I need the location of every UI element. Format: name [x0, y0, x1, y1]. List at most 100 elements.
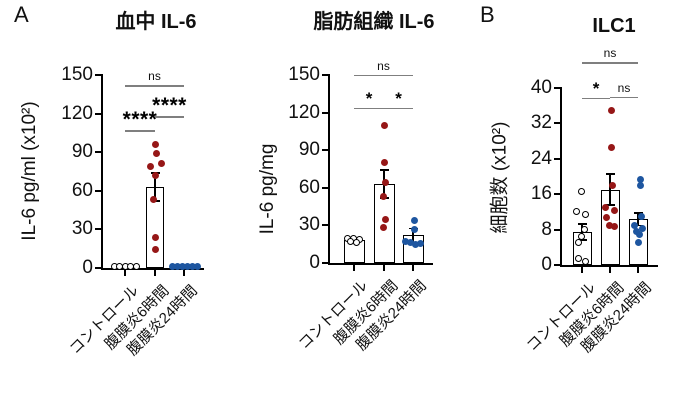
y-tick-label: 32	[530, 112, 552, 134]
y-tick	[95, 189, 101, 192]
data-point	[151, 233, 159, 241]
x-tick	[154, 270, 156, 276]
x-axis	[560, 265, 658, 267]
x-axis	[328, 263, 433, 265]
data-point	[580, 226, 588, 234]
x-tick	[383, 265, 385, 271]
data-point	[610, 207, 618, 215]
data-point	[149, 196, 157, 204]
data-point	[352, 238, 360, 246]
data-point	[379, 224, 387, 232]
sig-label: *	[365, 88, 373, 108]
sig-label: ns	[603, 46, 617, 61]
data-point	[151, 140, 159, 148]
chart-adipose-il6-title: 脂肪組織 IL-6	[313, 11, 435, 33]
data-point	[601, 203, 609, 211]
data-point	[406, 239, 414, 247]
data-point	[610, 222, 618, 230]
error-bar	[609, 174, 611, 206]
data-point	[151, 171, 159, 179]
y-tick-label: 90	[298, 139, 320, 161]
data-point	[151, 246, 159, 254]
data-point	[157, 160, 165, 168]
sig-line	[354, 107, 384, 109]
data-point	[183, 262, 191, 270]
data-point	[178, 263, 186, 271]
chart-blood-il6-title: 血中 IL-6	[115, 11, 197, 33]
x-tick	[353, 265, 355, 271]
y-tick	[554, 122, 560, 125]
data-point	[132, 263, 140, 271]
panel-b-label: B	[480, 2, 495, 27]
error-bar-cap-bottom	[605, 204, 615, 207]
y-tick	[322, 149, 328, 152]
data-point	[574, 239, 582, 247]
y-tick	[95, 151, 101, 154]
x-tick	[637, 267, 639, 273]
y-tick-label: 60	[298, 176, 320, 198]
x-tick	[581, 267, 583, 273]
data-point	[380, 121, 388, 129]
sig-line	[582, 62, 638, 64]
data-point	[572, 208, 580, 216]
y-tick	[322, 262, 328, 264]
data-point	[411, 240, 419, 248]
data-point	[168, 263, 176, 271]
chart-ilc1-title: ILC1	[592, 15, 636, 37]
y-tick	[554, 264, 560, 266]
data-point	[188, 263, 196, 271]
y-tick	[95, 74, 101, 76]
data-point	[581, 210, 589, 218]
y-tick	[322, 74, 328, 76]
sig-line	[155, 116, 184, 118]
y-tick	[95, 267, 101, 269]
y-tick	[554, 193, 560, 196]
x-tick	[183, 270, 185, 276]
y-tick	[95, 112, 101, 115]
y-tick-label: 120	[61, 102, 93, 124]
data-point	[193, 263, 201, 271]
x-axis	[101, 268, 204, 270]
y-tick-label: 150	[288, 64, 320, 85]
sig-label: ns	[377, 59, 390, 73]
data-point	[410, 225, 418, 233]
data-point	[577, 188, 585, 196]
data-point	[379, 193, 387, 201]
data-point	[381, 179, 389, 187]
x-tick	[412, 265, 414, 271]
sig-label: ns	[148, 69, 161, 84]
error-bar-cap-top	[379, 169, 389, 172]
sig-label: ****	[152, 94, 187, 118]
error-bar-cap-top	[577, 223, 587, 225]
y-tick	[554, 157, 560, 160]
y-tick-label: 24	[530, 147, 552, 169]
sig-label: ****	[122, 108, 158, 132]
y-tick	[554, 87, 560, 89]
sig-label: *	[592, 78, 600, 98]
error-bar	[154, 172, 156, 202]
data-point	[634, 239, 642, 247]
data-point	[635, 230, 643, 238]
error-bar-cap-top	[605, 173, 615, 176]
error-bar	[412, 228, 414, 243]
y-tick	[322, 111, 328, 114]
error-bar-cap-bottom	[633, 224, 643, 227]
data-point	[173, 263, 181, 271]
data-point	[416, 240, 424, 248]
data-point	[630, 221, 638, 229]
y-tick-label: 8	[541, 218, 552, 240]
y-tick-label: 0	[309, 252, 320, 273]
error-bar-cap-bottom	[577, 238, 587, 241]
y-axis	[328, 74, 330, 265]
sig-label: ns	[617, 80, 631, 95]
chart-ilc1-y-axis-label: 細胞数 (x10²)	[489, 121, 511, 234]
y-tick	[554, 228, 560, 231]
y-tick-label: 120	[288, 101, 320, 123]
data-point	[152, 149, 160, 157]
y-tick-label: 60	[71, 179, 93, 201]
data-point	[637, 212, 645, 220]
